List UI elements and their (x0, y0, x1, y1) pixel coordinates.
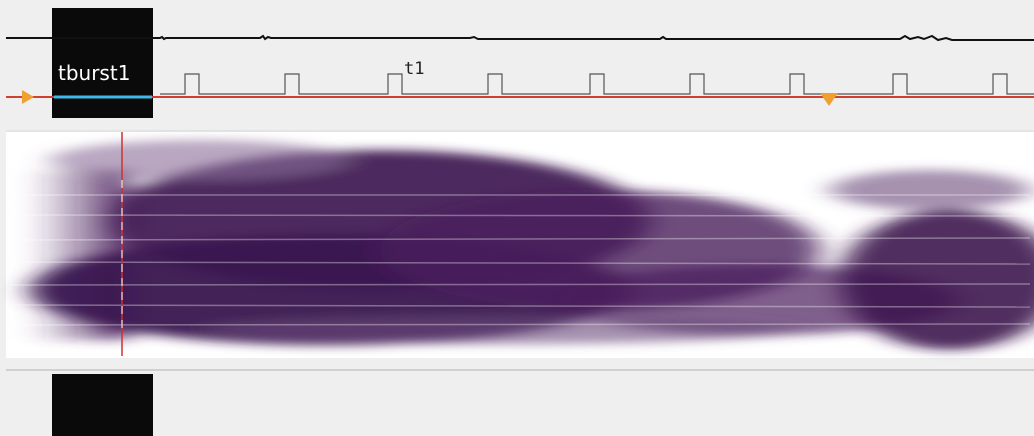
cursor-label: t1 (404, 59, 424, 79)
page: tburst1 t1 (() => { const data = JSON.pa… (0, 0, 1034, 436)
selection-block[interactable] (52, 374, 153, 436)
signal-view: tburst1 t1 (0, 0, 1034, 436)
marker-label: tburst1 (58, 61, 130, 85)
